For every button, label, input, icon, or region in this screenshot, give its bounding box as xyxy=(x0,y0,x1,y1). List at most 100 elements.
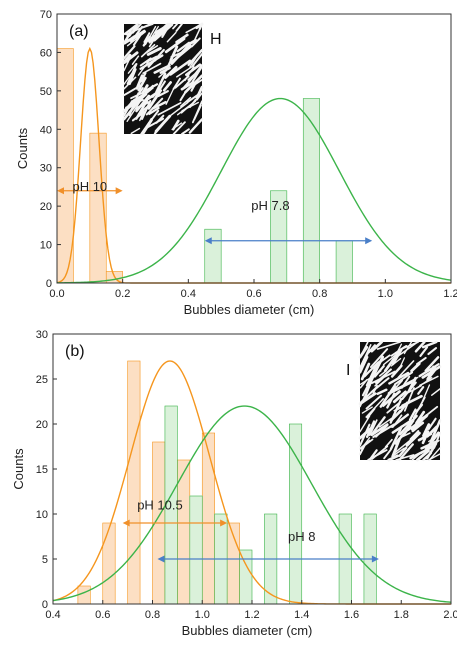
histogram-bar xyxy=(127,360,141,605)
micrograph-inset-i-streak xyxy=(392,390,407,404)
micrograph-inset-h-streak xyxy=(147,48,165,68)
micrograph-inset-h-streak xyxy=(175,33,189,44)
micrograph-inset-i-streak xyxy=(371,445,389,460)
micrograph-inset-h-streak xyxy=(172,23,178,30)
y-tick-label: 30 xyxy=(40,163,52,175)
micrograph-inset-i-streak xyxy=(398,443,414,462)
micrograph-inset-i-streak xyxy=(384,357,396,373)
y-axis-label: Counts xyxy=(11,448,26,490)
micrograph-inset-h-streak xyxy=(141,86,147,98)
micrograph-inset-h-streak xyxy=(128,68,137,86)
micrograph-inset-h-streak xyxy=(126,100,142,123)
series-annotation-label: pH 10 xyxy=(72,179,107,194)
micrograph-inset-i-streak xyxy=(414,340,426,353)
micrograph-inset-i-streak xyxy=(379,384,396,408)
x-tick-label: 0.4 xyxy=(181,288,196,300)
micrograph-inset-i-streak xyxy=(359,415,371,433)
micrograph-inset-h-streak xyxy=(131,23,142,34)
micrograph-inset-h-streak xyxy=(161,22,172,39)
micrograph-inset-h-streak xyxy=(131,111,145,122)
micrograph-inset-i-streak xyxy=(370,348,389,368)
y-tick-label: 5 xyxy=(42,554,48,566)
micrograph-inset-h-streak xyxy=(166,31,177,43)
micrograph-inset-i-streak xyxy=(409,445,435,460)
micrograph-inset-h-streak xyxy=(176,100,197,116)
micrograph-inset-h-streak xyxy=(146,47,162,56)
micrograph-inset-i-streak xyxy=(393,371,414,386)
micrograph-inset-i-streak xyxy=(381,390,401,407)
micrograph-inset-i-streak xyxy=(378,417,393,428)
micrograph-inset-h-streak xyxy=(135,87,144,98)
histogram-bar xyxy=(289,423,303,605)
micrograph-inset-h-streak xyxy=(150,109,160,121)
x-tick-label: 0.6 xyxy=(95,609,110,621)
x-tick-label: 2.0 xyxy=(443,609,457,621)
range-arrow xyxy=(122,519,228,527)
y-tick-label: 70 xyxy=(40,9,52,21)
x-tick-label: 0.8 xyxy=(145,609,160,621)
micrograph-inset-h-streak xyxy=(185,63,202,77)
histogram-bar xyxy=(204,228,222,284)
gaussian-fit-curve xyxy=(56,46,451,284)
micrograph-inset-i-streak xyxy=(394,346,406,355)
micrograph-inset-i-streak xyxy=(398,414,418,436)
micrograph-inset-h-streak xyxy=(154,22,172,34)
micrograph-inset-i-streak xyxy=(389,425,403,450)
micrograph-inset-h-streak xyxy=(131,93,145,103)
series-annotation-label: pH 7.8 xyxy=(251,198,289,213)
micrograph-inset-i-streak xyxy=(390,413,410,428)
micrograph-inset-h-streak xyxy=(182,69,200,90)
micrograph-inset-i-streak xyxy=(410,362,421,373)
range-arrow-head-right xyxy=(115,187,123,195)
micrograph-inset-i-streak xyxy=(389,398,403,424)
micrograph-inset-h-streak xyxy=(162,81,172,92)
x-tick-label: 0.4 xyxy=(45,609,60,621)
micrograph-inset-h-streak xyxy=(148,106,160,116)
micrograph-inset-h-streak xyxy=(148,25,159,42)
micrograph-inset-i-streak xyxy=(376,388,388,395)
micrograph-inset-h-streak xyxy=(128,22,139,37)
histogram-bar xyxy=(102,522,116,605)
micrograph-inset-h-streak xyxy=(170,101,189,117)
micrograph-inset-h-streak xyxy=(126,31,147,47)
micrograph-inset-i-streak xyxy=(365,362,378,387)
micrograph-inset-i-streak xyxy=(374,377,384,387)
micrograph-inset-i-streak xyxy=(425,442,438,460)
micrograph-inset-i-streak xyxy=(398,446,408,457)
y-tick-label: 10 xyxy=(36,509,48,521)
series-annotation-label: pH 10.5 xyxy=(137,498,183,513)
micrograph-inset-h-streak xyxy=(190,37,201,48)
range-arrow xyxy=(157,555,379,563)
micrograph-inset-i-streak xyxy=(409,430,420,441)
chart-panel-a: pH 10 pH 7.8 0.0 0.2 0.4 0.6 0.8 1.0 1.2 0 10 20 30 4… xyxy=(15,9,457,317)
micrograph-inset-i-streak xyxy=(397,341,419,357)
micrograph-inset-i-streak xyxy=(425,425,439,438)
micrograph-inset-i-streak xyxy=(365,420,376,439)
micrograph-inset-h-streak xyxy=(140,99,152,120)
micrograph-inset-i-streak xyxy=(388,371,410,385)
histogram-bar xyxy=(239,549,253,605)
micrograph-inset-i-streak xyxy=(390,364,403,378)
micrograph-inset-i-streak xyxy=(387,380,413,395)
histogram-bar xyxy=(189,495,203,605)
micrograph-inset-h-streak xyxy=(155,72,167,94)
micrograph-inset-i-streak xyxy=(365,398,385,418)
micrograph-inset-i-streak xyxy=(419,346,429,357)
micrograph-inset-i-streak xyxy=(428,447,441,461)
x-tick-label: 1.4 xyxy=(294,609,309,621)
x-tick-label: 1.2 xyxy=(443,288,457,300)
micrograph-inset-i-streak xyxy=(361,343,372,365)
micrograph-inset-h-streak xyxy=(176,64,195,78)
inset-label: H xyxy=(210,31,222,48)
inset-label: I xyxy=(346,362,350,379)
range-arrow xyxy=(57,187,123,195)
micrograph-inset-i-streak xyxy=(370,423,389,437)
micrograph-inset-h-streak xyxy=(188,118,204,134)
micrograph-inset-h-streak xyxy=(123,72,133,85)
y-tick-label: 0 xyxy=(46,278,52,290)
micrograph-inset-h-streak xyxy=(172,77,181,90)
x-tick-label: 1.0 xyxy=(195,609,210,621)
y-tick-label: 40 xyxy=(40,124,52,136)
micrograph-inset-h-streak xyxy=(130,127,141,135)
